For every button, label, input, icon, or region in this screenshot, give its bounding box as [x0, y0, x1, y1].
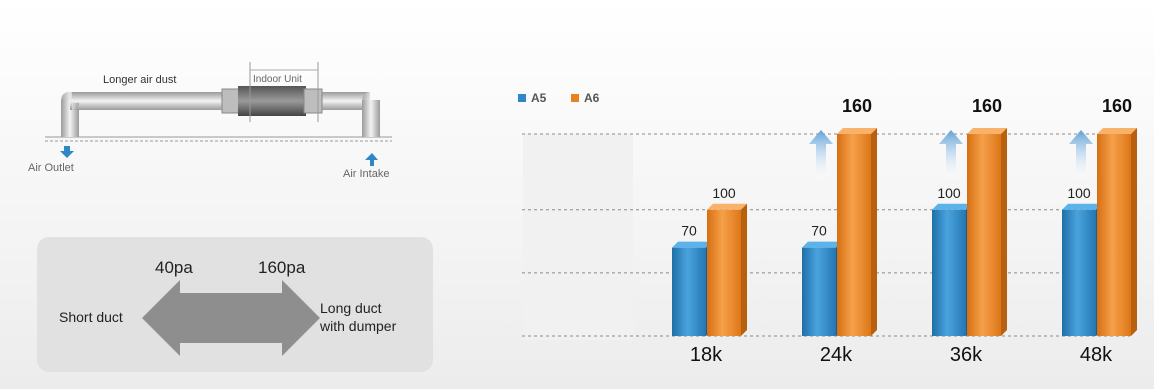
bar-top-a6-24k	[837, 128, 877, 134]
air-outlet-label: Air Outlet	[28, 162, 74, 174]
grid-lines	[522, 133, 1130, 337]
bar-top-a5-18k	[672, 241, 712, 248]
bar-top-a5-48k	[1062, 203, 1102, 210]
bar-a5-48k	[1062, 209, 1096, 336]
long-duct-line2: with dumper	[320, 318, 397, 334]
indoor-unit-label: Indoor Unit	[253, 74, 302, 85]
duct-diagram-graphic	[45, 62, 392, 166]
category-label-48k: 48k	[1080, 344, 1113, 366]
increase-arrow-24k	[809, 130, 833, 178]
bar-top-a5-24k	[802, 241, 842, 248]
bars	[672, 128, 1137, 336]
bar-a6-36k	[967, 134, 1001, 336]
legend-a5-swatch	[518, 94, 526, 102]
value-label-a6-48k: 160	[1102, 96, 1132, 116]
duct-caption: Longer air dust	[103, 74, 177, 86]
bar-side-a6-48k	[1131, 128, 1137, 336]
value-label-a6-36k: 160	[972, 96, 1002, 116]
value-label-a5-48k: 100	[1067, 185, 1091, 201]
legend-a6-swatch	[571, 94, 579, 102]
low-pressure-label: 40pa	[155, 258, 193, 277]
labels: 70 100 18k 70 160 24k 100 160 36k 100 160 48k	[681, 96, 1132, 366]
bar-top-a6-48k	[1097, 128, 1137, 134]
high-pressure-label: 160pa	[258, 258, 306, 277]
value-label-a5-36k: 100	[937, 185, 961, 201]
long-duct-label: Long duct with dumper	[320, 299, 396, 335]
value-label-a6-24k: 160	[842, 96, 872, 116]
bar-a6-24k	[837, 134, 871, 336]
air-intake-label: Air Intake	[343, 168, 390, 180]
increase-arrow-48k	[1069, 130, 1093, 178]
bar-top-a5-36k	[932, 203, 972, 210]
bar-a5-36k	[932, 209, 966, 336]
value-label-a6-18k: 100	[712, 185, 736, 201]
bar-side-a6-24k	[871, 128, 877, 336]
legend-a5-label: A5	[531, 91, 547, 105]
bar-a5-18k	[672, 247, 706, 336]
double-arrow-graphic	[142, 280, 320, 356]
long-duct-line1: Long duct	[320, 300, 382, 316]
category-label-24k: 24k	[820, 344, 853, 366]
legend-a6-label: A6	[584, 91, 600, 105]
value-label-a5-18k: 70	[681, 223, 697, 239]
category-label-18k: 18k	[690, 344, 723, 366]
increase-arrow-36k	[939, 130, 963, 178]
bar-a6-18k	[707, 209, 741, 336]
category-label-36k: 36k	[950, 344, 983, 366]
bar-top-a6-18k	[707, 203, 747, 210]
bar-top-a6-36k	[967, 128, 1007, 134]
value-label-a5-24k: 70	[811, 223, 827, 239]
bar-side-a6-36k	[1001, 128, 1007, 336]
chart-shaded-area	[523, 134, 633, 340]
bar-a5-24k	[802, 247, 836, 336]
short-duct-label: Short duct	[59, 309, 123, 325]
bar-a6-48k	[1097, 134, 1131, 336]
bar-side-a6-18k	[741, 203, 747, 336]
